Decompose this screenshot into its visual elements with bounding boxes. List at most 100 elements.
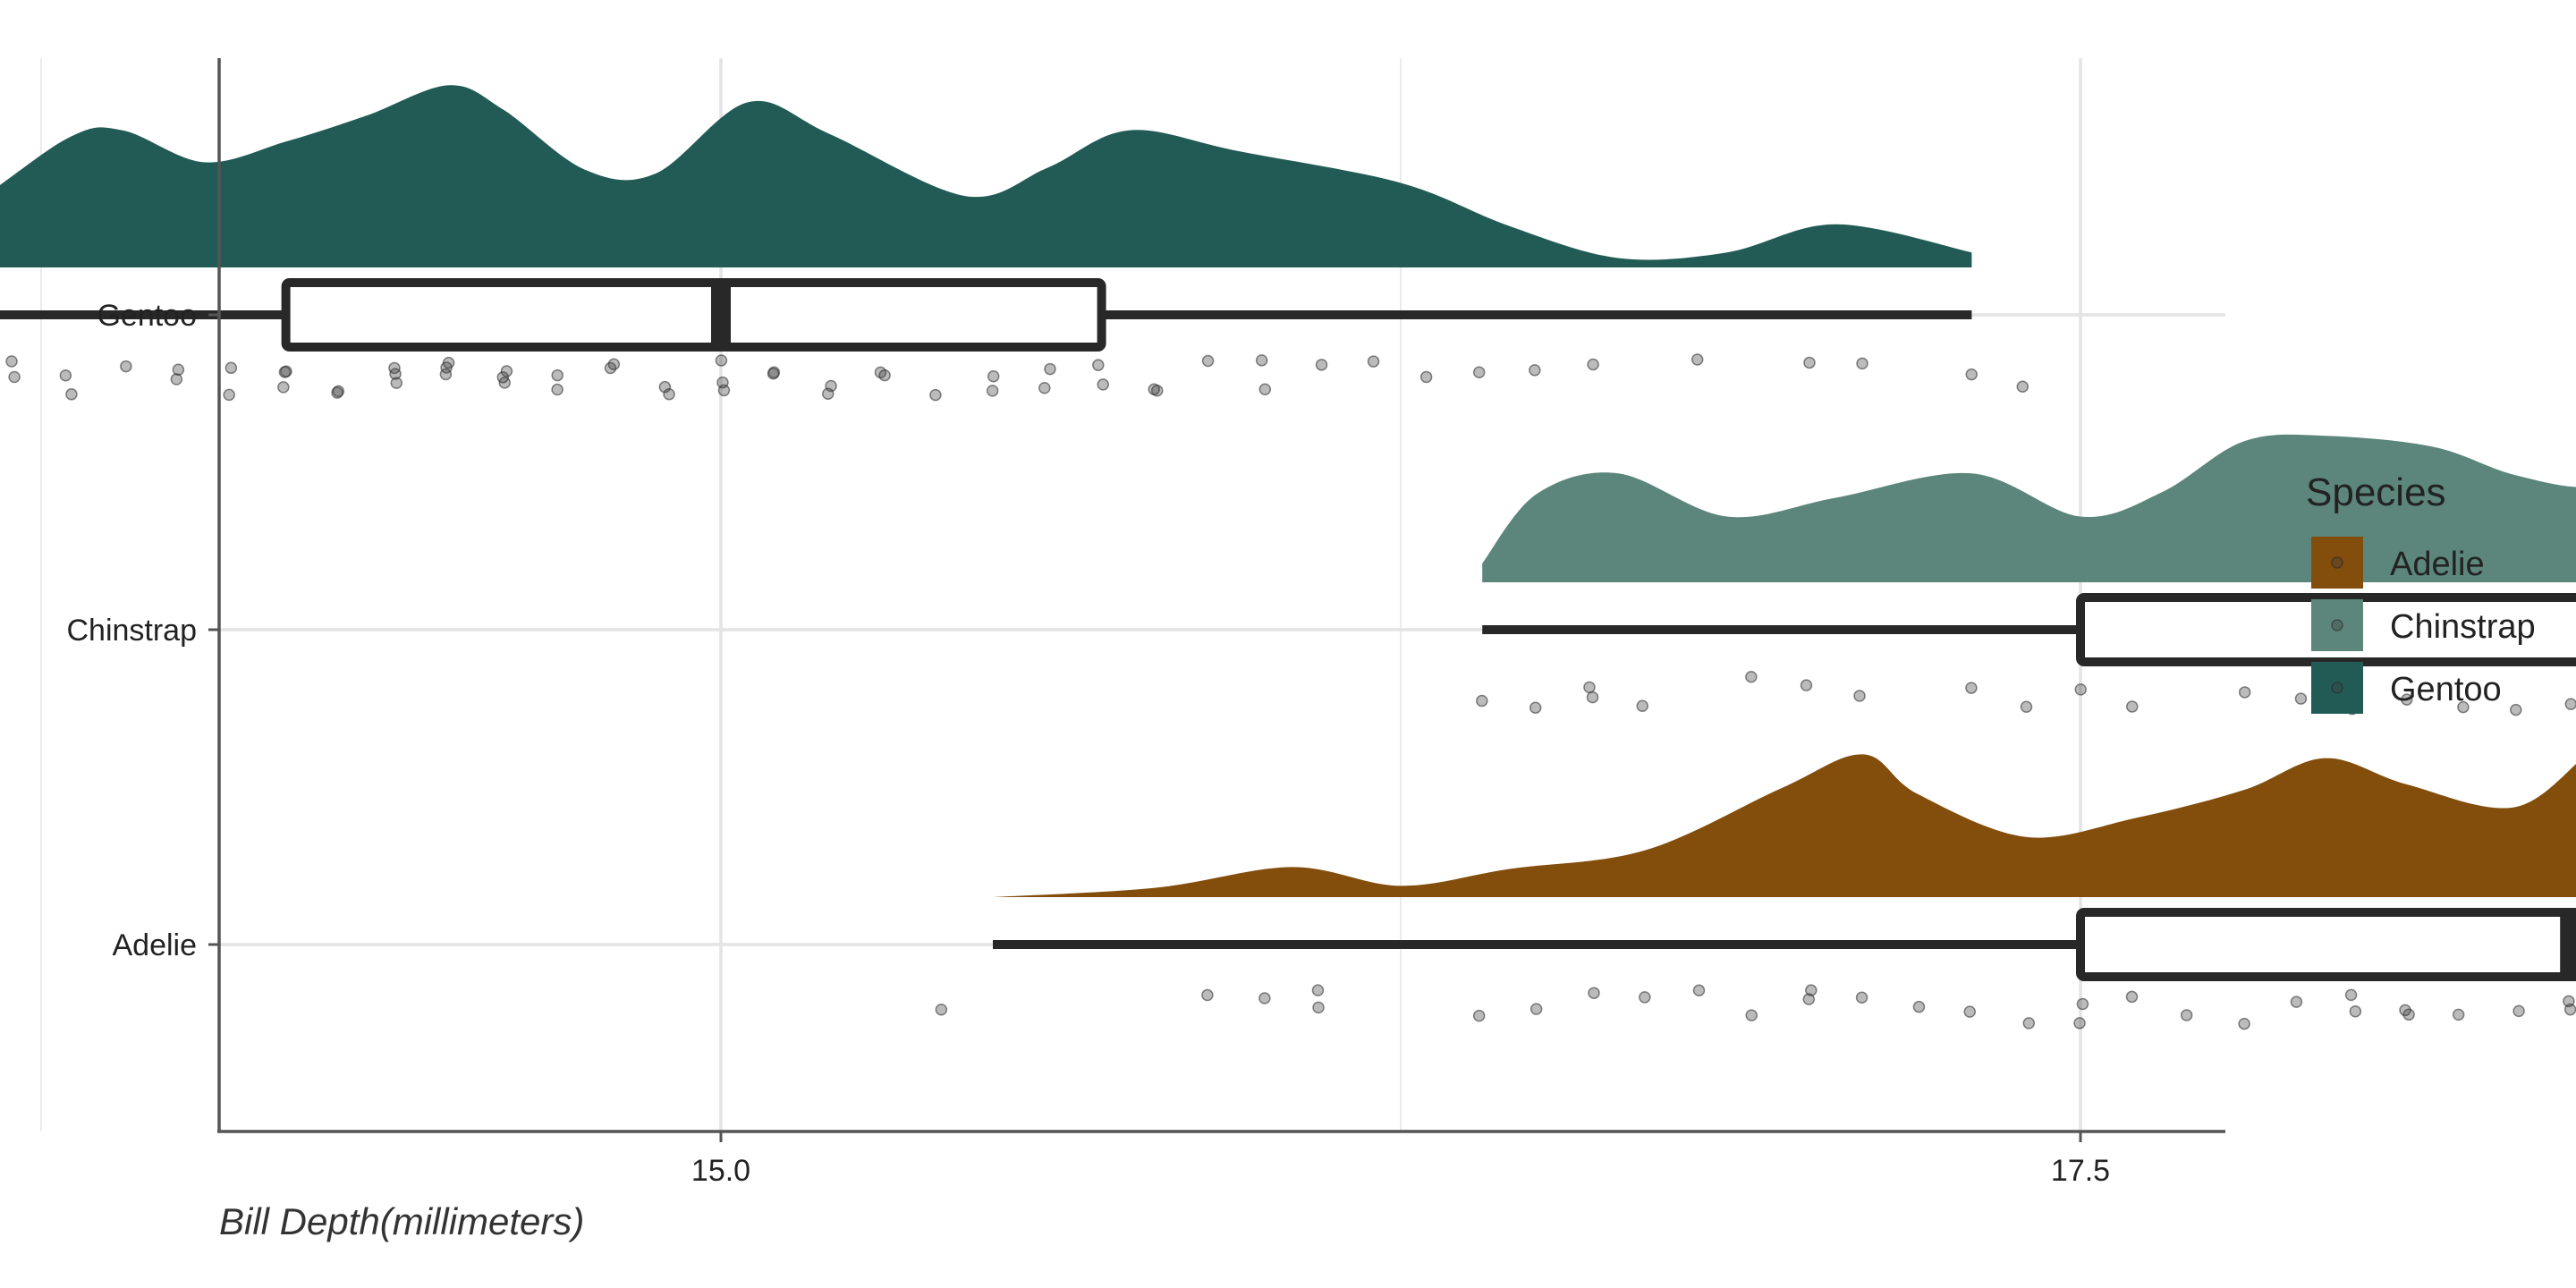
- data-point-chinstrap: [1636, 699, 1648, 712]
- data-point-adelie: [1311, 984, 1325, 996]
- data-point-gentoo: [1044, 362, 1056, 376]
- data-point-adelie: [2073, 1017, 2086, 1030]
- data-point-chinstrap: [2564, 698, 2576, 710]
- data-point-gentoo: [1201, 354, 1215, 368]
- data-point-adelie: [1912, 1000, 1926, 1013]
- y-tick-label: Chinstrap: [66, 614, 197, 648]
- data-point-gentoo: [1038, 381, 1051, 394]
- data-point-adelie: [1745, 1009, 1758, 1021]
- data-point-gentoo: [1367, 355, 1380, 368]
- data-point-gentoo: [120, 360, 132, 373]
- data-point-chinstrap: [1476, 694, 1488, 708]
- data-point-gentoo: [2016, 380, 2029, 394]
- data-point-gentoo: [716, 376, 729, 389]
- data-point-gentoo: [767, 367, 780, 380]
- data-point-adelie: [1802, 993, 1816, 1005]
- data-point-gentoo: [1315, 359, 1328, 371]
- data-point-gentoo: [277, 381, 290, 394]
- legend-point-chinstrap: [2331, 619, 2343, 631]
- data-point-adelie: [935, 1003, 948, 1016]
- y-tick-label: Gentoo: [97, 299, 197, 333]
- data-point-adelie: [2290, 996, 2303, 1008]
- data-point-adelie: [2344, 988, 2358, 1002]
- data-point-gentoo: [929, 388, 942, 402]
- data-point-gentoo: [878, 369, 891, 382]
- data-point-adelie: [1855, 991, 1868, 1004]
- data-point-chinstrap: [2294, 692, 2308, 705]
- data-point-gentoo: [332, 385, 345, 398]
- data-point-adelie: [2452, 1008, 2465, 1021]
- data-point-adelie: [2349, 1005, 2362, 1018]
- legend-label-adelie: Adelie: [2390, 546, 2485, 583]
- legend-point-adelie: [2331, 556, 2343, 569]
- data-point-gentoo: [551, 369, 564, 382]
- data-point-gentoo: [1148, 383, 1160, 395]
- data-point-chinstrap: [1853, 690, 1866, 702]
- data-point-gentoo: [389, 368, 402, 380]
- data-point-gentoo: [551, 383, 564, 396]
- axes: [208, 58, 2225, 1142]
- box-adelie: [2076, 908, 2576, 981]
- data-point-gentoo: [442, 356, 455, 369]
- data-point-gentoo: [439, 368, 453, 381]
- data-point-chinstrap: [1529, 701, 1542, 714]
- x-tick-label: 15.0: [691, 1154, 750, 1188]
- data-point-gentoo: [1092, 359, 1105, 371]
- data-point-gentoo: [8, 370, 21, 384]
- density-cloud-chinstrap: [1482, 434, 2576, 582]
- data-point-gentoo: [607, 358, 621, 371]
- data-point-chinstrap: [2020, 700, 2033, 713]
- data-point-gentoo: [278, 366, 292, 378]
- data-point-adelie: [1312, 1001, 1325, 1014]
- data-point-chinstrap: [2126, 700, 2139, 713]
- data-point-gentoo: [225, 361, 238, 375]
- data-point-adelie: [2399, 1004, 2411, 1017]
- data-point-gentoo: [1965, 368, 1978, 381]
- data-point-gentoo: [500, 365, 513, 377]
- data-point-adelie: [1588, 987, 1600, 999]
- data-point-gentoo: [1587, 358, 1599, 371]
- data-point-chinstrap: [1586, 691, 1599, 704]
- data-point-gentoo: [1419, 370, 1433, 384]
- data-point-gentoo: [390, 377, 403, 389]
- data-point-gentoo: [987, 370, 1000, 383]
- data-point-adelie: [2238, 1017, 2250, 1030]
- data-point-gentoo: [663, 387, 675, 401]
- data-point-adelie: [2125, 990, 2139, 1004]
- data-point-gentoo: [59, 369, 72, 382]
- legend-swatch-adelie: [2311, 537, 2363, 589]
- legend: Species Adelie Chinstrap Gentoo: [2306, 470, 2536, 714]
- data-point-adelie: [1530, 1003, 1543, 1015]
- data-point-chinstrap: [2238, 686, 2251, 699]
- data-point-gentoo: [496, 371, 510, 384]
- data-point-chinstrap: [1800, 679, 1813, 691]
- data-point-adelie: [2512, 1004, 2525, 1018]
- data-point-chinstrap: [1965, 682, 1978, 694]
- legend-title: Species: [2306, 470, 2446, 514]
- data-point-chinstrap: [2401, 693, 2413, 706]
- data-point-adelie: [1639, 991, 1651, 1004]
- data-point-gentoo: [1803, 356, 1816, 369]
- data-point-gentoo: [821, 387, 835, 401]
- legend-label-chinstrap: Chinstrap: [2390, 608, 2536, 646]
- data-point-adelie: [1472, 1009, 1486, 1022]
- data-point-adelie: [1201, 988, 1214, 1002]
- data-point-chinstrap: [1583, 681, 1596, 694]
- legend-swatch-gentoo: [2311, 662, 2363, 714]
- data-point-chinstrap: [2510, 703, 2522, 716]
- data-point-gentoo: [1690, 353, 1704, 366]
- data-point-gentoo: [1255, 354, 1268, 367]
- tick-labels: 15.017.520.0GentooChinstrapAdelie: [66, 299, 2110, 1188]
- data-point-gentoo: [715, 354, 728, 367]
- data-point-adelie: [1805, 984, 1818, 996]
- legend-point-gentoo: [2331, 682, 2343, 694]
- x-tick-label: 17.5: [2051, 1154, 2110, 1188]
- density-cloud-adelie: [993, 754, 2576, 897]
- data-point-adelie: [1963, 1005, 1976, 1018]
- data-point-chinstrap: [2457, 700, 2470, 714]
- data-point-chinstrap: [2074, 683, 2087, 696]
- legend-label-gentoo: Gentoo: [2390, 671, 2502, 708]
- jitter-points: [5, 353, 2576, 1030]
- data-point-gentoo: [1529, 364, 1541, 377]
